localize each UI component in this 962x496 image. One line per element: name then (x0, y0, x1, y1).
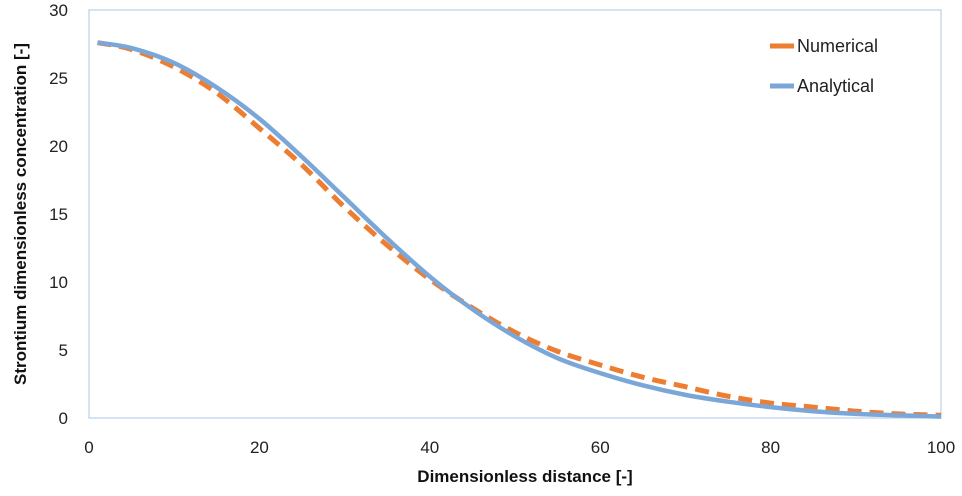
y-tick-label: 0 (59, 409, 68, 428)
x-axis-title: Dimensionless distance [-] (417, 467, 632, 486)
x-tick-label: 0 (84, 438, 93, 457)
legend-label-numerical: Numerical (797, 36, 878, 56)
y-tick-label: 30 (49, 1, 68, 20)
plot-area (88, 9, 942, 419)
x-tick-label: 80 (761, 438, 780, 457)
series-line-analytical (97, 40, 942, 419)
x-tick-label: 100 (927, 438, 955, 457)
y-axis-title: Strontium dimensionless concentration [-… (11, 43, 30, 385)
y-axis-ticks: 0 5 10 15 20 25 30 (49, 1, 68, 428)
x-tick-label: 60 (591, 438, 610, 457)
y-tick-label: 20 (49, 137, 68, 156)
x-tick-label: 40 (420, 438, 439, 457)
series-line-numerical (97, 40, 942, 418)
legend-label-analytical: Analytical (797, 76, 874, 96)
legend: Numerical Analytical (770, 36, 878, 96)
y-tick-label: 5 (59, 341, 68, 360)
y-tick-label: 15 (49, 205, 68, 224)
series-layer (97, 40, 942, 419)
y-tick-label: 25 (49, 69, 68, 88)
x-tick-label: 20 (250, 438, 269, 457)
y-tick-label: 10 (49, 273, 68, 292)
x-axis-ticks: 0 20 40 60 80 100 (84, 438, 955, 457)
